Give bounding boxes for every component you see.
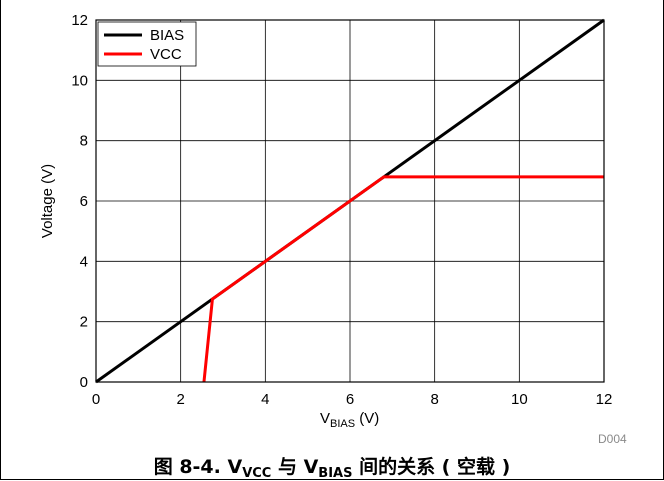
x-tick-label: 4 — [261, 391, 269, 408]
x-axis-label-main: V — [320, 410, 331, 427]
legend-label-vcc: VCC — [150, 46, 182, 63]
figure-caption: 图 8-4. VVCC 与 VBIAS 间的关系 ( 空载 ) — [0, 452, 664, 481]
caption-prefix: 图 8-4. V — [153, 456, 243, 478]
y-tick-label: 6 — [80, 193, 88, 210]
series-line-vcc — [202, 175, 604, 383]
x-tick-label: 0 — [92, 391, 100, 408]
x-tick-label: 12 — [596, 391, 613, 408]
x-axis-label-unit: (V) — [355, 410, 380, 427]
y-tick-label: 12 — [71, 12, 88, 29]
chart-tick-labels: 0 2 4 6 8 10 12 0 2 4 6 8 10 12 — [71, 12, 612, 408]
x-tick-label: 8 — [430, 391, 438, 408]
plot-area-border — [95, 19, 605, 383]
y-axis-label: Voltage (V) — [39, 164, 56, 238]
caption-subscript-vcc: VCC — [242, 466, 272, 481]
y-tick-label: 8 — [80, 133, 88, 150]
x-tick-label: 2 — [176, 391, 184, 408]
chart-id-label: D004 — [598, 432, 627, 446]
x-tick-label: 10 — [511, 391, 528, 408]
caption-subscript-bias: BIAS — [318, 466, 353, 481]
y-tick-label: 10 — [71, 72, 88, 89]
voltage-chart: 0 2 4 6 8 10 12 0 2 4 6 8 10 12 Voltage (V) BIAS VCC — [39, 12, 612, 408]
x-axis-label: VBIAS (V) — [320, 410, 380, 430]
caption-middle: 与 V — [271, 456, 319, 478]
legend-label-bias: BIAS — [150, 27, 184, 44]
chart-series — [95, 18, 605, 384]
chart-legend: BIAS VCC — [97, 21, 197, 67]
x-axis-label-subscript: BIAS — [330, 418, 356, 430]
x-tick-label: 6 — [346, 391, 354, 408]
legend-box — [97, 21, 197, 67]
caption-suffix: 间的关系 ( 空载 ) — [352, 456, 511, 478]
y-tick-label: 4 — [80, 253, 88, 270]
y-tick-label: 2 — [80, 314, 88, 331]
y-tick-label: 0 — [80, 374, 88, 391]
